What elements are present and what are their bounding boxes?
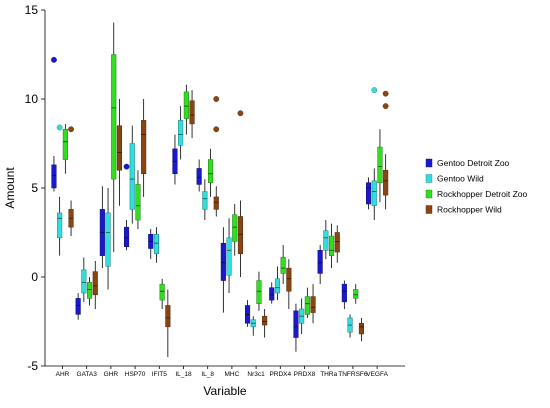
outlier-point — [382, 90, 389, 97]
box — [262, 315, 268, 326]
box — [196, 168, 202, 185]
x-tick-label: PRDX4 — [269, 371, 291, 378]
x-tick-label: Nr3c1 — [247, 371, 265, 378]
box — [178, 120, 184, 146]
legend-label: Gentoo Detroit Zoo — [437, 158, 510, 168]
x-tick-label: PRDX8 — [294, 371, 316, 378]
box — [159, 283, 165, 301]
box — [377, 146, 383, 183]
outlier-point — [237, 110, 244, 117]
box — [317, 250, 323, 274]
box — [111, 54, 117, 180]
box — [274, 278, 280, 294]
x-tick-label: GATA3 — [77, 371, 98, 378]
outlier-point — [213, 96, 220, 102]
x-ticks: AHR GATA3 GHR HSP70 IFIT5 IL_18 IL_8 MHC Nr3c1 PR… — [56, 366, 389, 378]
series-0 — [51, 56, 372, 352]
box — [213, 196, 219, 210]
y-tick-label: -5 — [27, 359, 38, 373]
box — [208, 159, 214, 183]
box — [353, 289, 359, 299]
box — [280, 257, 286, 274]
y-tick-label: 15 — [25, 3, 39, 17]
box — [256, 280, 262, 304]
y-axis-label: Amount — [3, 167, 17, 209]
box — [237, 216, 243, 255]
box — [81, 269, 87, 294]
box — [75, 298, 81, 315]
legend-swatch — [425, 158, 433, 168]
box — [310, 296, 316, 313]
series-2 — [62, 22, 383, 318]
box — [334, 232, 340, 253]
box — [129, 143, 135, 210]
legend-swatch — [425, 205, 433, 214]
box — [232, 214, 238, 242]
outlier-point — [123, 163, 130, 170]
x-tick-label: MHC — [224, 371, 239, 378]
box — [286, 267, 292, 292]
box — [135, 184, 141, 221]
outlier-point — [371, 87, 378, 94]
box — [293, 310, 299, 338]
series-1 — [56, 87, 378, 338]
box — [92, 271, 98, 296]
box — [269, 287, 275, 301]
outlier-point — [56, 124, 63, 131]
outlier-point — [213, 126, 220, 133]
box — [341, 283, 347, 303]
y-ticks: -5 0 5 10 15 — [25, 3, 45, 373]
box — [202, 191, 208, 210]
legend-label: Gentoo Wild — [437, 174, 484, 184]
box — [116, 125, 123, 171]
boxes — [51, 22, 389, 358]
legend-swatch — [425, 189, 433, 199]
box — [153, 234, 159, 255]
series-3 — [68, 90, 389, 358]
outlier-point — [51, 56, 57, 63]
outlier-point — [382, 103, 389, 110]
x-axis-label: Variable — [203, 384, 246, 398]
box — [366, 182, 372, 205]
legend-label: Rockhopper Detroit Zoo — [437, 189, 528, 199]
y-tick-label: 0 — [31, 270, 38, 284]
box — [183, 91, 189, 119]
box — [51, 164, 57, 189]
box — [57, 212, 63, 239]
box — [141, 120, 147, 175]
box — [165, 305, 171, 328]
box — [189, 100, 195, 125]
box — [323, 230, 329, 251]
x-tick-label: THRa — [320, 371, 337, 378]
box — [329, 235, 335, 256]
x-tick-label: IL_8 — [201, 371, 214, 378]
x-tick-label: VEGFA — [366, 371, 388, 378]
box — [124, 226, 130, 247]
legend-swatch — [425, 174, 433, 183]
box — [226, 237, 232, 276]
box — [358, 323, 364, 335]
box — [304, 296, 310, 315]
x-tick-label: TNFRSF6 — [338, 371, 368, 378]
box — [371, 180, 377, 207]
outlier-point — [68, 126, 74, 133]
y-tick-label: 10 — [25, 92, 39, 106]
x-tick-label: IFIT5 — [152, 371, 168, 378]
x-tick-label: GHR — [104, 371, 119, 378]
box — [383, 169, 389, 196]
legend-label: Rockhopper Wild — [437, 205, 502, 215]
legend: Gentoo Detroit Zoo Gentoo Wild Rockhopper … — [425, 158, 528, 215]
y-tick-label: 5 — [31, 181, 38, 195]
box — [87, 282, 93, 299]
x-tick-label: AHR — [56, 371, 70, 378]
box — [220, 242, 226, 281]
box — [62, 129, 68, 160]
box — [105, 212, 111, 267]
x-tick-label: IL_18 — [175, 371, 192, 378]
x-tick-label: HSP70 — [125, 371, 146, 378]
